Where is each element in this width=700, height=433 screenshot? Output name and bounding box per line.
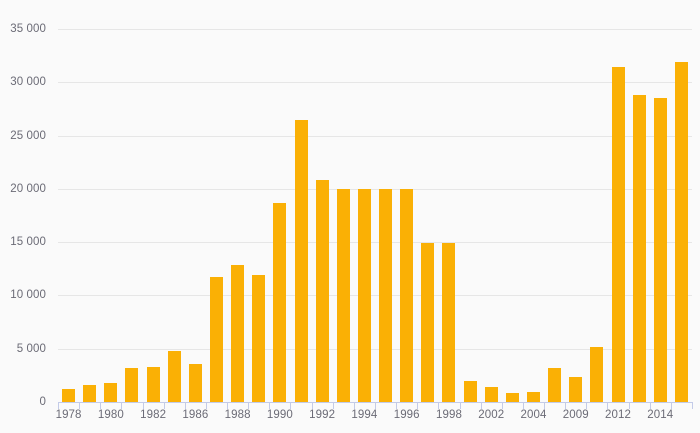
x-tick [649,402,651,409]
x-tick [58,402,59,409]
bar[interactable] [421,242,435,402]
y-tick-label: 30 000 [10,76,46,89]
x-tick-label: 1990 [266,409,293,421]
x-tick-label: 2004 [520,409,547,421]
bar[interactable] [611,67,625,402]
x-tick [163,402,165,409]
bar[interactable] [590,347,604,402]
x-tick-label: 2002 [478,409,505,421]
x-tick [438,402,440,409]
bar[interactable] [653,98,667,402]
gridline [58,82,692,84]
x-tick [269,402,271,409]
gridline [58,242,692,244]
gridline [58,29,692,30]
bar[interactable] [400,189,414,402]
bar[interactable] [336,189,350,402]
y-tick-label: 25 000 [10,129,46,142]
gridline [58,188,692,190]
x-tick [184,402,186,409]
bar[interactable] [548,367,562,402]
bar[interactable] [294,119,308,402]
x-tick [417,402,419,409]
x-tick-label: 1998 [435,409,462,421]
x-tick [607,402,609,409]
y-tick-label: 10 000 [10,289,46,302]
bar[interactable] [442,242,456,402]
x-tick [501,402,503,409]
x-tick [522,402,524,409]
y-tick-label: 0 [39,396,46,408]
x-tick-label: 1978 [55,409,82,421]
x-tick [586,402,588,409]
y-axis-labels: 0 5 000 10 000 15 000 20 000 25 000 30 000 35 0… [0,23,46,408]
x-tick [670,402,672,409]
bar[interactable] [463,380,477,402]
x-tick [227,402,229,409]
bar[interactable] [231,264,245,402]
gridline [58,295,692,297]
x-tick [544,402,546,409]
x-tick-label: 2009 [562,409,589,421]
x-tick-label: 1982 [140,409,167,421]
bar[interactable] [632,95,646,402]
bar[interactable] [569,376,583,402]
bar[interactable] [674,61,688,402]
x-tick [692,402,693,409]
x-tick-label: 1996 [393,409,420,421]
bar[interactable] [357,189,371,402]
y-tick-label: 15 000 [10,236,46,249]
x-tick [480,402,482,409]
x-tick-label: 2014 [647,409,674,421]
x-tick [79,402,81,409]
x-tick [332,402,334,409]
x-tick-label: 1988 [224,409,251,421]
x-tick [205,402,207,409]
x-tick [142,402,144,409]
gridline [58,135,692,137]
bar[interactable] [527,391,540,402]
x-tick-label: 1994 [351,409,378,421]
x-tick-label: 1992 [309,409,336,421]
bar[interactable] [188,363,202,402]
bar[interactable] [210,277,223,402]
x-tick [353,402,355,409]
x-tick [121,402,123,409]
x-tick [565,402,567,409]
bar[interactable] [167,350,181,402]
bar[interactable] [505,392,519,402]
bar[interactable] [146,366,160,402]
x-tick [628,402,630,409]
y-tick-label: 35 000 [10,23,46,35]
x-tick [311,402,313,409]
bar[interactable] [379,189,393,402]
x-tick [396,402,398,409]
x-tick [248,402,250,409]
gridline [58,348,692,350]
x-tick [459,402,461,409]
x-tick [290,402,292,409]
x-tick-label: 2012 [605,409,632,421]
bar[interactable] [62,389,76,402]
bar[interactable] [125,367,139,402]
x-tick [375,402,376,409]
bar[interactable] [83,384,97,402]
x-tick [100,402,102,409]
plot-area [58,29,692,402]
y-tick-label: 20 000 [10,182,46,195]
bar[interactable] [484,386,498,402]
bar[interactable] [252,275,266,402]
x-tick-label: 1980 [97,409,124,421]
bar[interactable] [315,180,329,402]
bar[interactable] [273,202,287,402]
bar[interactable] [104,382,118,402]
x-tick-label: 1986 [182,409,209,421]
y-tick-label: 5 000 [16,342,46,355]
